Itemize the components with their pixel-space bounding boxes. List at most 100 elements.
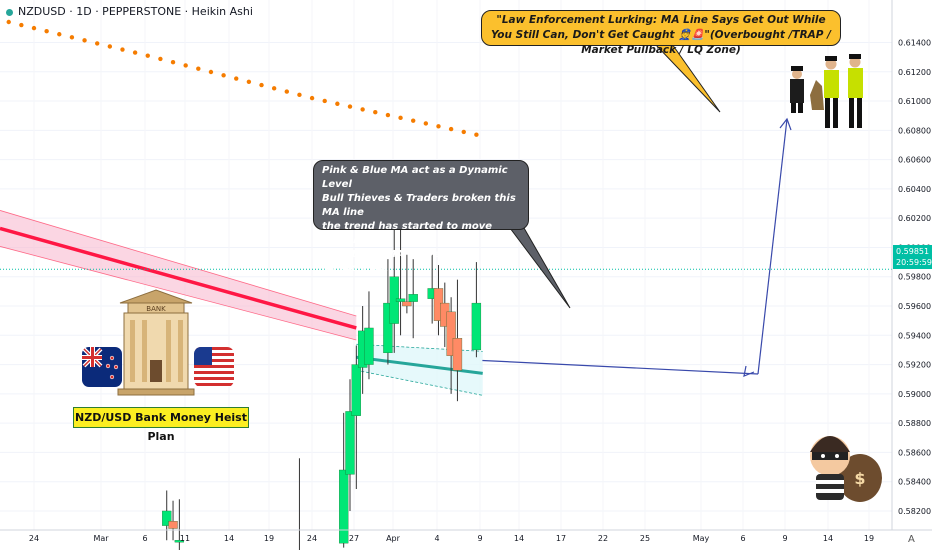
ma-dot (309, 95, 315, 101)
target-arrowhead (779, 117, 792, 131)
time-tick-label: 19 (864, 534, 874, 543)
candle-body (351, 364, 361, 416)
candle[interactable] (364, 291, 374, 380)
ma-note-line: Resistance MA convert into Support MA (322, 249, 476, 274)
time-tick-label: 9 (782, 534, 787, 543)
auto-scale-button[interactable]: A (908, 534, 915, 545)
candles (162, 206, 482, 550)
symbol-title-text: NZDUSD · 1D · PEPPERSTONE · Heikin Ashi (18, 5, 253, 18)
law-enforcement-callout[interactable]: "Law Enforcement Lurking: MA Line Says G… (481, 10, 841, 56)
pullback-arrowhead (743, 365, 755, 377)
time-tick-label: 24 (307, 534, 317, 543)
pink-band-edge (0, 210, 357, 317)
time-tick-label: 24 (29, 534, 39, 543)
candle[interactable] (345, 379, 355, 511)
pink-ma-band (0, 210, 357, 340)
candle-body (383, 302, 393, 354)
price-tick-label: 0.60200 (898, 214, 931, 223)
projection-arrows (482, 117, 792, 377)
candle[interactable] (471, 262, 482, 358)
price-tick-label: 0.59200 (898, 361, 931, 370)
time-tick-label: 14 (823, 534, 833, 543)
candle-body (395, 298, 406, 302)
price-tick-label: 0.58600 (898, 448, 931, 457)
ma-dot (297, 92, 302, 98)
price-tick-label: 0.60400 (898, 185, 931, 194)
candle-body (402, 301, 412, 307)
candle[interactable] (402, 254, 412, 314)
price-tick-label: 0.58200 (898, 507, 931, 516)
ma-note-line: the trend has started to move Upwards (322, 221, 493, 246)
new-zealand-flag-icon (82, 347, 122, 387)
candle[interactable] (452, 279, 463, 402)
time-tick-label: 4 (434, 534, 439, 543)
ma-dot (461, 129, 466, 135)
ma-dot (132, 50, 138, 55)
candle[interactable] (339, 412, 349, 548)
ma-note-line: Bull Thieves & Traders broken this MA li… (322, 193, 516, 218)
time-axis: 24 Mar 6 11 14 19 24 27 Apr 4 9 14 17 22 25 May 6 9 14 19 (29, 534, 874, 543)
ma-dot (284, 89, 289, 94)
price-tick-label: 0.61000 (898, 97, 931, 106)
ma-dot (208, 69, 214, 75)
law-enforcement-text: "Law Enforcement Lurking: MA Line Says G… (491, 14, 831, 56)
price-tick-label: 0.59600 (898, 302, 931, 311)
ma-dot (436, 124, 441, 129)
pink-band-edge (0, 246, 357, 341)
teal-band-edge (356, 369, 483, 396)
ma-dot (271, 86, 277, 91)
time-tick-label: 6 (740, 534, 745, 543)
heist-plan-label[interactable]: NZD/USD Bank Money Heist Plan (73, 407, 249, 443)
candle[interactable] (383, 259, 393, 365)
time-tick-label: 11 (180, 534, 190, 543)
candle[interactable] (446, 297, 456, 394)
ma-note-callout[interactable]: Pink & Blue MA act as a Dynamic Level Bu… (313, 160, 529, 274)
ma-dot (44, 28, 49, 34)
candle[interactable] (162, 490, 172, 541)
candle[interactable] (174, 499, 185, 550)
time-tick-label: 25 (640, 534, 650, 543)
ma-dot (385, 112, 391, 118)
ma-dot (398, 115, 403, 121)
candle[interactable] (168, 500, 178, 541)
ma-dot (448, 126, 454, 132)
thief-with-money-bag-icon: $ (810, 436, 882, 502)
time-tick-label: 14 (224, 534, 234, 543)
time-tick-label: 19 (264, 534, 274, 543)
ma-dot (373, 110, 378, 115)
candle-body (174, 540, 185, 543)
ma-dot (360, 107, 365, 112)
price-tick-label: 0.59000 (898, 390, 931, 399)
candle[interactable] (408, 259, 418, 339)
svg-text:$: $ (854, 469, 865, 488)
ma-dot (145, 53, 150, 58)
candle-body (345, 411, 355, 475)
candle[interactable] (351, 345, 361, 490)
ma-dot (335, 101, 340, 106)
ma-dot (19, 22, 24, 28)
teal-ma-line (356, 355, 483, 375)
ma-dot (196, 66, 201, 71)
time-tick-label: 9 (477, 534, 482, 543)
candle-body (446, 311, 456, 356)
ma-dot (347, 104, 353, 109)
candle-body (408, 294, 418, 302)
candle-body (471, 302, 482, 351)
ma-dot (246, 79, 252, 84)
ma-dot (107, 44, 113, 49)
target-arrow (757, 118, 788, 375)
time-tick-label: 17 (556, 534, 566, 543)
ma-dot (259, 82, 264, 88)
ma-dot (322, 98, 327, 104)
price-tick-label: 0.60800 (898, 126, 931, 135)
candle[interactable] (295, 458, 304, 550)
candle[interactable] (395, 221, 406, 336)
ma-dot (183, 63, 188, 68)
price-tick-label: 0.59800 (898, 273, 931, 282)
time-tick-label: 6 (142, 534, 147, 543)
ma-dot (6, 19, 11, 25)
symbol-title[interactable]: NZDUSD · 1D · PEPPERSTONE · Heikin Ashi (6, 5, 253, 18)
ma-dot (411, 118, 416, 123)
price-tick-label: 0.61400 (898, 38, 931, 47)
